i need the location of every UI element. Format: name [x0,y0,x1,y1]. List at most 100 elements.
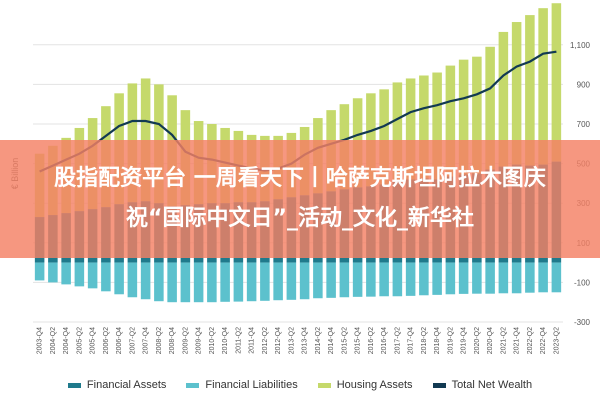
x-tick-label: 2006-Q4 [116,327,123,354]
bar-financial-liabilities [87,262,98,289]
x-tick-label: 2008-Q4 [169,327,176,354]
legend-item-financial-liabilities: Financial Liabilities [186,379,298,391]
x-tick-label: 2012-Q4 [275,327,282,354]
bar-housing-assets [419,75,429,179]
bar-housing-assets [458,59,469,175]
bar-financial-liabilities [485,262,495,294]
x-tick-label: 2015-Q4 [355,327,362,354]
x-tick-label: 2014-Q4 [328,327,335,354]
legend-swatch-housing-assets [317,382,331,388]
bar-housing-assets [445,65,456,177]
banner-line-2: 祝“国际中文日”_活动_文化_新华社 [126,206,474,231]
bar-financial-liabilities [445,262,456,295]
banner-text: 股指配资平台 一周看天下丨哈萨克斯坦阿拉木图庆 祝“国际中文日”_活动_文化_新… [10,159,590,239]
x-tick-label: 2005-Q4 [90,327,97,354]
bar-financial-liabilities [326,262,336,298]
bar-housing-assets [551,3,562,162]
x-tick-label: 2019-Q2 [447,327,454,354]
x-tick-label: 2015-Q2 [341,327,348,354]
bar-financial-liabilities [538,262,548,293]
bar-financial-liabilities [167,262,177,303]
x-tick-label: 2021-Q4 [514,327,521,354]
overlay-banner[interactable]: 股指配资平台 一周看天下丨哈萨克斯坦阿拉木图庆 祝“国际中文日”_活动_文化_新… [0,140,600,258]
x-tick-label: 2004-Q4 [63,327,70,354]
legend-label-total-net-wealth: Total Net Wealth [451,379,533,391]
x-tick-label: 2011-Q2 [235,327,242,354]
x-tick-label: 2017-Q2 [394,327,401,354]
legend-label-financial-liabilities: Financial Liabilities [205,379,298,391]
x-tick-label: 2020-Q2 [474,327,481,354]
bar-financial-liabilities [193,262,204,303]
x-tick-label: 2022-Q2 [527,327,534,354]
bar-housing-assets [140,78,151,202]
bar-housing-assets [485,46,495,170]
bar-housing-assets [432,72,442,180]
bar-financial-liabilities [286,262,297,300]
bar-financial-liabilities [458,262,469,294]
bar-financial-liabilities [207,262,217,303]
bar-financial-liabilities [339,262,350,298]
y-tick-label: 1,100 [570,41,591,50]
bar-housing-assets [379,89,389,185]
bar-housing-assets [392,82,403,182]
bar-financial-liabilities [260,262,270,301]
x-tick-label: 2006-Q2 [103,327,110,354]
bar-financial-liabilities [551,262,562,293]
x-tick-label: 2010-Q2 [209,327,216,354]
x-tick-label: 2005-Q2 [76,327,83,354]
bar-financial-liabilities [34,262,45,281]
bar-financial-liabilities [180,262,191,303]
x-tick-label: 2011-Q4 [249,327,256,354]
x-tick-label: 2007-Q2 [129,327,136,354]
bar-financial-liabilities [233,262,244,302]
bar-financial-liabilities [114,262,124,295]
legend-swatch-financial-liabilities [186,382,200,388]
bar-financial-liabilities [392,262,403,297]
x-tick-label: 2009-Q2 [182,327,189,354]
legend-swatch-financial-assets [67,382,81,388]
x-tick-label: 2014-Q2 [315,327,322,354]
bar-financial-liabilities [511,262,522,294]
x-tick-label: 2020-Q4 [487,327,494,354]
x-tick-label: 2004-Q2 [50,327,57,354]
y-tick-label: 900 [577,80,591,89]
bar-housing-assets [525,15,535,166]
legend-label-financial-assets: Financial Assets [86,379,167,391]
x-tick-label: 2008-Q2 [156,327,163,354]
x-tick-label: 2016-Q4 [381,327,388,354]
legend-swatch-total-net-wealth [432,382,446,388]
x-tick-label: 2018-Q4 [434,327,441,354]
banner-line-1: 股指配资平台 一周看天下丨哈萨克斯坦阿拉木图庆 [54,166,546,191]
x-tick-label: 2023-Q2 [553,327,560,354]
bar-financial-liabilities [472,262,482,294]
bar-financial-liabilities [379,262,389,297]
legend-label-housing-assets: Housing Assets [336,379,413,391]
bar-financial-liabilities [273,262,283,301]
bar-financial-liabilities [405,262,416,296]
bar-housing-assets [366,93,376,187]
legend-item-housing-assets: Housing Assets [317,379,413,391]
x-tick-label: 2013-Q4 [302,327,309,354]
bar-financial-liabilities [101,262,111,292]
bar-housing-assets [538,8,548,165]
bar-financial-liabilities [432,262,442,295]
legend-item-total-net-wealth: Total Net Wealth [432,379,533,391]
chart-legend: Financial Assets Financial Liabilities H… [0,374,600,396]
bar-financial-liabilities [127,262,138,298]
bar-housing-assets [511,22,522,165]
x-tick-label: 2022-Q4 [540,327,547,354]
bar-financial-liabilities [220,262,230,302]
y-tick-label: -100 [574,278,591,287]
bar-financial-liabilities [525,262,535,293]
bar-housing-assets [498,31,509,167]
x-tick-label: 2010-Q4 [222,327,229,354]
x-tick-label: 2021-Q2 [500,327,507,354]
x-tick-label: 2013-Q2 [288,327,295,354]
y-tick-label: 700 [577,120,591,129]
bar-housing-assets [405,78,416,180]
x-tick-label: 2018-Q2 [421,327,428,354]
x-tick-label: 2003-Q4 [37,327,44,354]
x-tick-label: 2012-Q2 [262,327,269,354]
y-tick-label: -300 [574,318,591,327]
x-tick-label: 2017-Q4 [408,327,415,354]
